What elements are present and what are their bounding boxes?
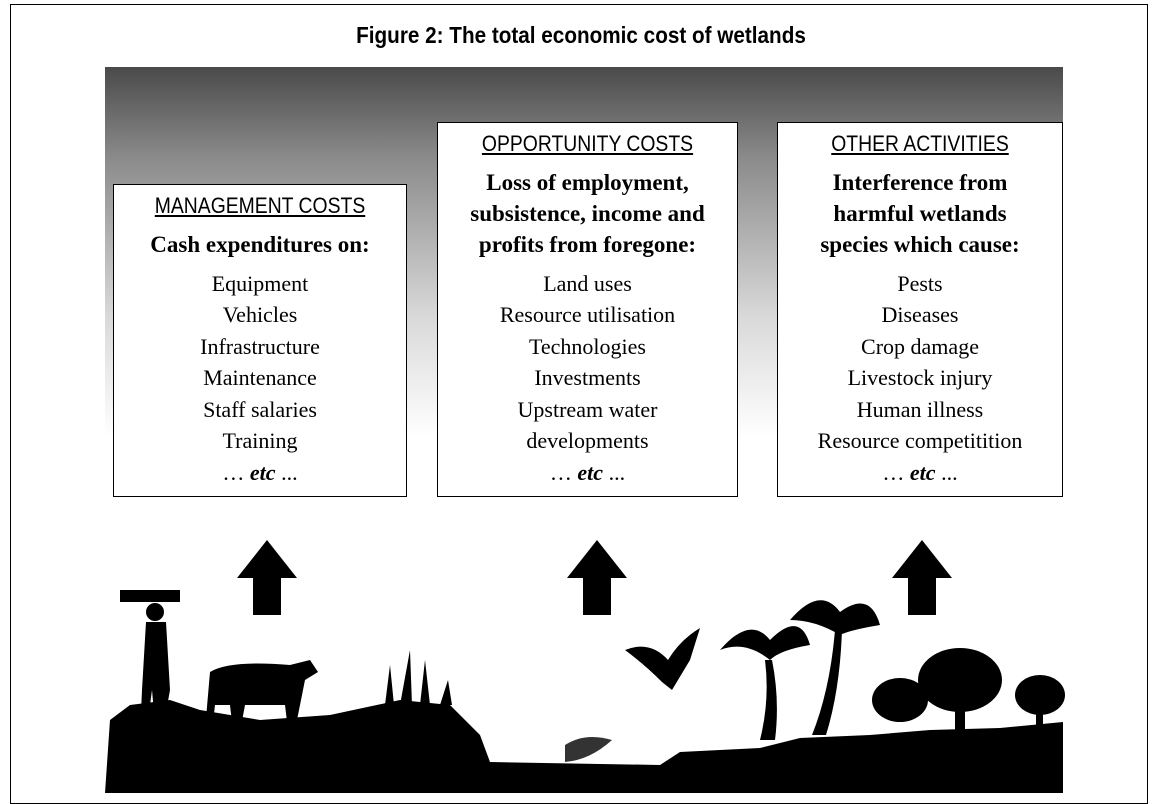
list-item: Crop damage [778, 331, 1062, 363]
list-item: Livestock injury [778, 362, 1062, 394]
arrow [892, 540, 952, 615]
etc-line: … etc ... [114, 457, 406, 489]
etc-text: etc [910, 460, 936, 485]
subheading-line: Loss of employment, [438, 167, 737, 198]
list-item: Upstream water [438, 394, 737, 426]
list-item: Investments [438, 362, 737, 394]
arrow [237, 540, 297, 615]
box-heading: MANAGEMENT COSTS [132, 193, 389, 219]
subheading-line: species which cause: [778, 229, 1062, 260]
list-item: Resource utilisation [438, 299, 737, 331]
list-item: Resource competitition [778, 425, 1062, 457]
list-item: Training [114, 425, 406, 457]
arrow [567, 540, 627, 615]
list-item: Infrastructure [114, 331, 406, 363]
subheading-line: Interference from [778, 167, 1062, 198]
list-item: Vehicles [114, 299, 406, 331]
subheading-line: harmful wetlands [778, 198, 1062, 229]
etc-line: … etc ... [778, 457, 1062, 489]
list-item: Staff salaries [114, 394, 406, 426]
page: {"title": "Figure 2: The total economic … [0, 0, 1162, 793]
landscape-silhouette [105, 590, 1065, 793]
etc-text: etc [250, 460, 276, 485]
list-item: Pests [778, 268, 1062, 300]
subheading-line: subsistence, income and [438, 198, 737, 229]
subheading-line: profits from foregone: [438, 229, 737, 260]
ellipsis: … [882, 460, 904, 485]
cost-box: OPPORTUNITY COSTS Loss of employment,subs… [437, 122, 738, 498]
box-subheading: Loss of employment,subsistence, income a… [438, 167, 737, 260]
box-heading: OTHER ACTIVITIES [795, 131, 1045, 157]
etc-text: etc [577, 460, 603, 485]
list-item: Human illness [778, 394, 1062, 426]
cost-box: MANAGEMENT COSTS Cash expenditures on: Equ… [113, 184, 407, 498]
list-item: Maintenance [114, 362, 406, 394]
ellipsis: … [550, 460, 572, 485]
etc-line: … etc ... [438, 457, 737, 489]
ellipsis: ... [941, 460, 958, 485]
ellipsis: ... [281, 460, 298, 485]
subheading-line: Cash expenditures on: [114, 229, 406, 260]
list-item: developments [438, 425, 737, 457]
ellipsis: ... [609, 460, 626, 485]
ellipsis: … [222, 460, 244, 485]
box-subheading: Cash expenditures on: [114, 229, 406, 260]
list-item: Technologies [438, 331, 737, 363]
list-item: Equipment [114, 268, 406, 300]
list-item: Land uses [438, 268, 737, 300]
box-heading: OPPORTUNITY COSTS [456, 131, 719, 157]
list-item: Diseases [778, 299, 1062, 331]
arrows [237, 540, 952, 615]
